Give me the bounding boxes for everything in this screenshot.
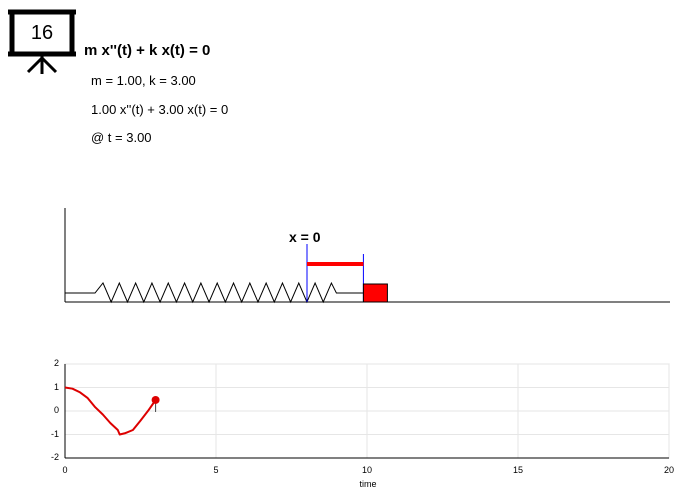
x-tick-label: 20: [663, 465, 674, 475]
mass-block: [362, 283, 388, 303]
x-tick-label: 15: [512, 465, 523, 475]
spring: [65, 281, 364, 304]
y-tick-label: 1: [53, 381, 59, 392]
y-tick-label: 0: [53, 405, 59, 415]
y-tick-label: 2: [53, 358, 59, 368]
x-axis-label: time: [359, 479, 377, 489]
slide-number: 16: [30, 22, 54, 44]
equation-title: m x''(t) + k x(t) = 0: [84, 42, 211, 59]
time-readout: @ t = 3.00: [91, 130, 152, 145]
x-tick-label: 5: [213, 465, 219, 475]
presentation-board-icon: [8, 9, 76, 74]
spring-mass-animation: [64, 208, 670, 304]
substituted-equation: 1.00 x''(t) + 3.00 x(t) = 0: [91, 102, 229, 117]
x-tick-label: 0: [62, 465, 68, 475]
y-tick-label: -2: [50, 452, 59, 462]
equilibrium-label: x = 0: [289, 229, 321, 245]
y-tick-label: -1: [50, 428, 59, 439]
series-line: [64, 386, 157, 436]
parameter-values: m = 1.00, k = 3.00: [91, 73, 196, 88]
x-tick-label: 10: [361, 465, 372, 475]
current-point: [151, 395, 160, 404]
